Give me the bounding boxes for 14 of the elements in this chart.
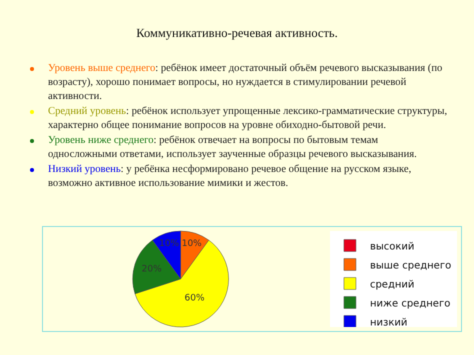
data-label: 60%	[184, 293, 205, 304]
data-label: 20%	[142, 264, 162, 275]
legend-label: ниже среднего	[370, 298, 450, 310]
legend-label: выше среднего	[370, 260, 452, 272]
legend-label: низкий	[370, 317, 408, 328]
text: Средний уровень: ребёнок использует упрощенные лексико-грамматические структуры, характерно общее понимание вопросов на уровне обиходно-бытовой речи.	[48, 106, 448, 131]
text: Уровень ниже среднего: ребёнок отвечает на вопросы по бытовым темам односложными ответами, использует заученные образцы речевого высказывания.	[48, 135, 417, 160]
legend-label: высокий	[370, 241, 414, 252]
chart-title: Коммуникативно-речевая активность.	[135, 26, 339, 41]
data-label: 10%	[182, 239, 202, 250]
data-label: 10%	[159, 239, 180, 250]
text: Уровень выше среднего: ребёнок имеет достаточный объём речевого высказывания (по возрасту), хорошо понимает вопросы, но нуждается в стимулировании речевой активности.	[48, 63, 442, 102]
legend-label: средний	[370, 279, 414, 290]
text: Низкий уровень: у ребёнка несформировано речевое общение на русском языке, возможно активное использование мимики и жестов.	[48, 164, 412, 189]
